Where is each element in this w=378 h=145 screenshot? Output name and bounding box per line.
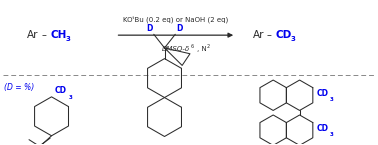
- Text: Ar: Ar: [253, 30, 265, 40]
- Text: KOᵗBu (0.2 eq) or NaOH (2 eq): KOᵗBu (0.2 eq) or NaOH (2 eq): [123, 16, 228, 23]
- Text: CD: CD: [54, 86, 67, 95]
- Text: 6: 6: [191, 44, 194, 49]
- Text: CD: CD: [276, 30, 292, 40]
- Text: DMSO-δ: DMSO-δ: [162, 46, 190, 52]
- Text: (D = %): (D = %): [5, 83, 35, 92]
- Text: 3: 3: [329, 132, 333, 137]
- Text: , N: , N: [197, 46, 206, 52]
- Text: D: D: [176, 24, 183, 33]
- Text: 3: 3: [290, 37, 295, 42]
- Text: D: D: [147, 24, 153, 33]
- Text: –: –: [41, 30, 46, 40]
- Text: CD: CD: [316, 124, 328, 133]
- Text: Ar: Ar: [27, 30, 39, 40]
- Text: 3: 3: [329, 97, 333, 102]
- Text: 3: 3: [68, 95, 72, 100]
- Text: 3: 3: [65, 37, 70, 42]
- Text: –: –: [267, 30, 272, 40]
- Text: 2: 2: [207, 44, 210, 49]
- Text: CH: CH: [51, 30, 67, 40]
- Text: CD: CD: [316, 89, 328, 98]
